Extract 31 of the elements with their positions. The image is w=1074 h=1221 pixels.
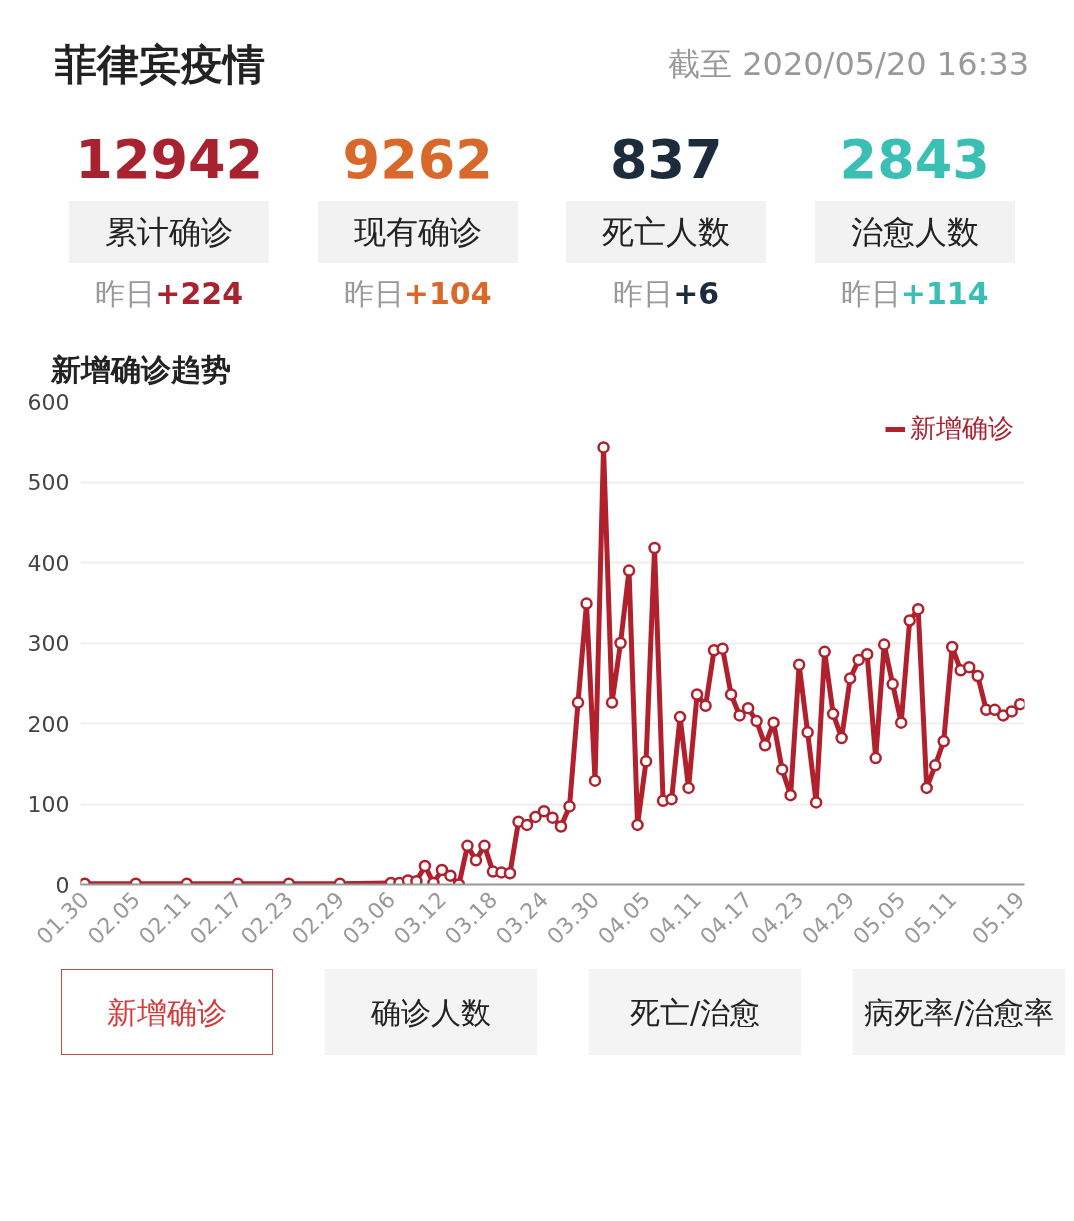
text: 治愈人数 [814,201,1015,263]
y-tick-label: 400 [27,550,70,576]
chart-title: 新增确诊趋势 [49,351,231,387]
text: +6 [673,276,720,311]
text: 菲律宾疫情 [55,39,265,91]
y-tick-label: 200 [27,711,70,737]
text: 病死率/治愈率 [853,969,1065,1055]
text: 现有确诊 [317,201,518,263]
text: +114 [900,276,989,311]
y-tick-label: 600 [27,389,70,415]
text: 新增确诊 [61,969,273,1055]
text: 2843 [838,127,991,193]
text: 昨日 [613,276,674,311]
y-tick-label: 0 [55,872,70,898]
text: 累计确诊 [69,201,270,263]
y-tick-label: 300 [27,631,70,656]
legend-label: 新增确诊 [910,412,1014,445]
text: +104 [403,276,492,311]
text: 死亡人数 [566,201,767,263]
text: 确诊人数 [325,969,537,1055]
text: 昨日 [343,276,404,311]
text: 昨日 [840,276,901,311]
text: 837 [608,127,724,193]
text: +224 [155,276,244,311]
y-tick-label: 100 [27,792,70,817]
text: 9262 [341,127,494,193]
text: 12942 [74,127,265,193]
text: 截至 2020/05/20 16:33 [668,44,1029,86]
text: 死亡/治愈 [589,969,801,1055]
y-tick-label: 500 [27,470,70,495]
text: 昨日 [95,276,156,311]
